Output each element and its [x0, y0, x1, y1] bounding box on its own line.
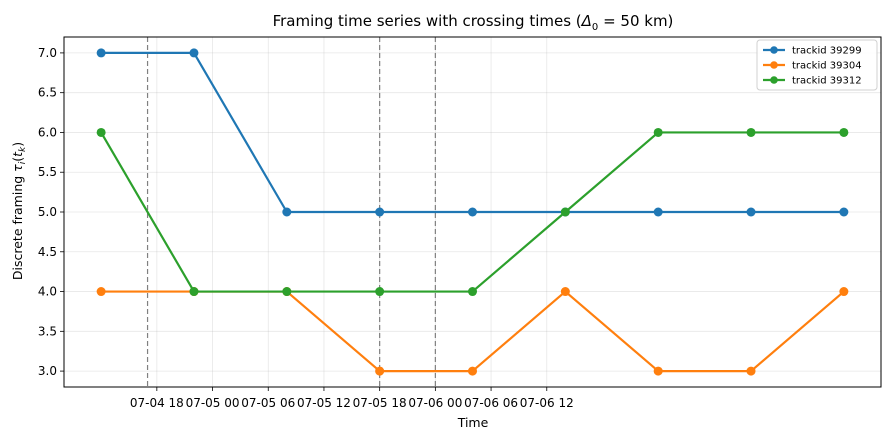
legend-marker	[770, 61, 778, 69]
legend-marker	[770, 46, 778, 54]
y-tick-label: 6.0	[38, 125, 57, 139]
data-point	[96, 287, 106, 297]
x-axis-label: Time	[457, 415, 489, 430]
legend-box	[756, 39, 878, 91]
data-point	[468, 207, 477, 217]
y-tick-label: 4.0	[38, 285, 57, 299]
data-point	[282, 207, 292, 217]
data-point	[189, 48, 199, 58]
data-point	[96, 127, 106, 137]
data-point	[189, 287, 199, 297]
data-point	[560, 207, 570, 217]
data-point	[839, 127, 849, 137]
series-layer	[96, 48, 849, 376]
data-point	[653, 366, 663, 376]
data-point	[375, 366, 385, 376]
x-tick-label: 07-05 06	[241, 396, 295, 410]
legend-item: trackid 39304	[763, 61, 862, 72]
legend: trackid 39299 trackid 39304 trackid 39312	[756, 39, 878, 91]
y-tick-label: 3.0	[38, 364, 57, 378]
legend-item: trackid 39312	[763, 76, 862, 87]
x-tick-label: 07-05 18	[353, 396, 407, 410]
y-tick-label: 6.5	[38, 86, 57, 100]
legend-item: trackid 39299	[763, 46, 862, 57]
data-point	[560, 287, 570, 297]
y-tick-label: 5.0	[38, 205, 57, 219]
y-tick-label: 4.5	[38, 245, 57, 259]
x-tick-label: 07-06 06	[464, 396, 518, 410]
x-tick-label: 07-05 00	[186, 396, 240, 410]
legend-label: trackid 39299	[792, 46, 862, 57]
y-tick-label: 3.5	[38, 324, 57, 338]
data-point	[839, 287, 849, 297]
x-tick-label: 07-05 12	[297, 396, 351, 410]
crossing-time-lines	[146, 37, 436, 387]
data-point	[468, 287, 477, 297]
chart-title: Framing time series with crossing times …	[273, 12, 674, 33]
legend-label: trackid 39304	[792, 61, 862, 72]
data-point	[375, 287, 385, 297]
data-point	[746, 127, 756, 137]
y-axis-label: Discrete framing τi(tk)	[10, 142, 28, 280]
data-point	[468, 366, 477, 376]
x-tick-label: 07-04 18	[130, 396, 184, 410]
data-point	[746, 207, 756, 217]
data-point	[653, 127, 663, 137]
series-2	[96, 127, 849, 297]
data-point	[96, 48, 106, 58]
data-point	[839, 207, 849, 217]
y-tick-label: 5.5	[38, 165, 57, 179]
x-tick-label: 07-06 00	[408, 396, 462, 410]
data-point	[746, 366, 756, 376]
legend-marker	[770, 76, 778, 84]
legend-label: trackid 39312	[792, 76, 862, 87]
tick-layer: 3.03.54.04.55.05.56.06.57.007-04 18 07-05…	[38, 46, 574, 410]
data-point	[282, 287, 292, 297]
x-tick-label: 07-06 12	[520, 396, 574, 410]
y-tick-label: 7.0	[38, 46, 57, 60]
data-point	[653, 207, 663, 217]
data-point	[375, 207, 385, 217]
